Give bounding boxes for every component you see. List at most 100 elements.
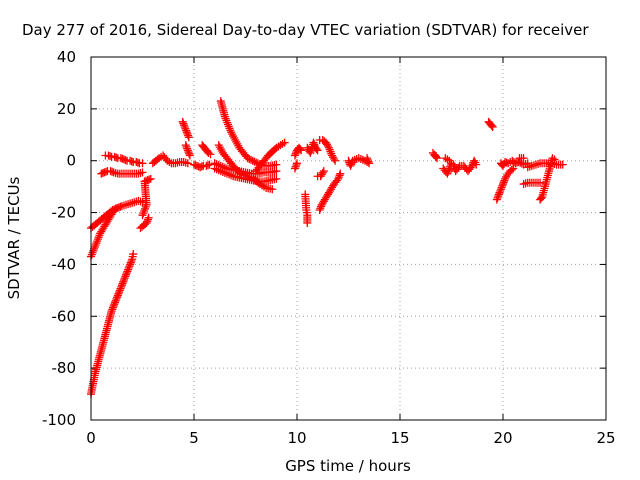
data-point <box>180 121 189 130</box>
data-point <box>222 116 231 125</box>
data-point <box>272 167 281 176</box>
series-arc27 <box>439 156 481 178</box>
data-point <box>536 178 545 187</box>
data-point <box>113 291 122 300</box>
data-point <box>494 190 503 199</box>
y-tick-label: -40 <box>52 255 77 273</box>
data-point <box>291 149 300 158</box>
data-point <box>334 173 343 182</box>
data-point <box>143 217 152 226</box>
data-point <box>364 157 373 166</box>
data-point <box>123 267 132 276</box>
data-point <box>327 149 336 158</box>
data-point <box>293 159 301 168</box>
series-arc28 <box>441 154 454 165</box>
data-point <box>496 185 505 194</box>
series-arc32 <box>515 154 528 163</box>
series-arc23 <box>315 169 345 214</box>
data-point <box>487 121 496 130</box>
data-point <box>507 165 516 174</box>
data-point <box>111 296 120 305</box>
data-point <box>205 160 214 169</box>
data-point <box>500 176 509 185</box>
data-point <box>318 168 327 177</box>
data-point <box>297 146 306 155</box>
data-point <box>537 194 546 203</box>
data-point <box>93 237 102 246</box>
series-arc16 <box>210 159 281 178</box>
data-point <box>323 142 332 151</box>
data-point <box>113 293 122 302</box>
plot-frame <box>90 56 607 421</box>
data-point <box>185 149 194 158</box>
series-arc30 <box>492 164 518 204</box>
data-point <box>122 270 131 279</box>
grid-lines <box>91 57 606 420</box>
data-point <box>125 262 134 271</box>
data-point <box>111 298 120 307</box>
data-points <box>87 97 567 399</box>
data-point <box>181 124 190 133</box>
data-point <box>116 284 125 293</box>
data-point <box>124 263 133 272</box>
data-point <box>326 147 335 156</box>
series-arc34 <box>523 159 567 172</box>
data-point <box>126 260 135 269</box>
data-point <box>115 288 124 297</box>
data-point <box>182 126 191 135</box>
data-point <box>246 155 255 164</box>
x-tick-label: 5 <box>189 429 199 447</box>
data-point <box>290 151 299 160</box>
series-arc2 <box>87 196 147 261</box>
data-point <box>108 305 117 314</box>
data-point <box>330 154 339 163</box>
data-point <box>495 188 504 197</box>
series-arc25 <box>344 154 374 170</box>
data-point <box>115 286 124 295</box>
data-point <box>324 143 333 152</box>
series-arc26 <box>428 148 442 163</box>
data-point <box>95 231 104 240</box>
data-point <box>122 269 131 278</box>
data-point <box>183 144 192 153</box>
data-point <box>498 181 507 190</box>
data-point <box>454 163 463 172</box>
data-point <box>432 152 441 161</box>
data-point <box>501 174 510 183</box>
series-arc33 <box>519 178 545 189</box>
data-point <box>303 218 312 227</box>
y-tick-label: 40 <box>57 48 76 66</box>
data-point <box>519 154 528 163</box>
series-arc5 <box>101 151 147 168</box>
x-tick-label: 15 <box>390 429 409 447</box>
series-arc17 <box>251 138 289 176</box>
y-axis-label: SDTVAR / TECUs <box>5 176 23 299</box>
x-tick-label: 10 <box>287 429 306 447</box>
data-point <box>470 156 479 165</box>
series-arc35 <box>536 154 559 204</box>
data-point <box>92 239 101 248</box>
data-point <box>550 155 559 164</box>
data-point <box>316 204 325 213</box>
y-tick-label: 0 <box>66 152 76 170</box>
data-point <box>471 158 480 167</box>
data-point <box>312 145 321 154</box>
data-point <box>315 205 324 214</box>
data-point <box>223 120 232 129</box>
data-point <box>317 170 326 179</box>
data-point <box>313 146 322 155</box>
data-point <box>110 300 119 309</box>
data-point <box>121 272 130 281</box>
series-arc3 <box>87 204 120 233</box>
data-point <box>290 164 299 173</box>
data-point <box>280 138 289 147</box>
data-point <box>183 159 192 168</box>
data-point <box>142 218 151 227</box>
y-tick-label: -60 <box>52 307 77 325</box>
x-tick-label: 20 <box>493 429 512 447</box>
series-arc22 <box>315 135 340 165</box>
data-point <box>336 169 345 178</box>
data-point <box>91 240 100 249</box>
data-point <box>488 123 497 132</box>
